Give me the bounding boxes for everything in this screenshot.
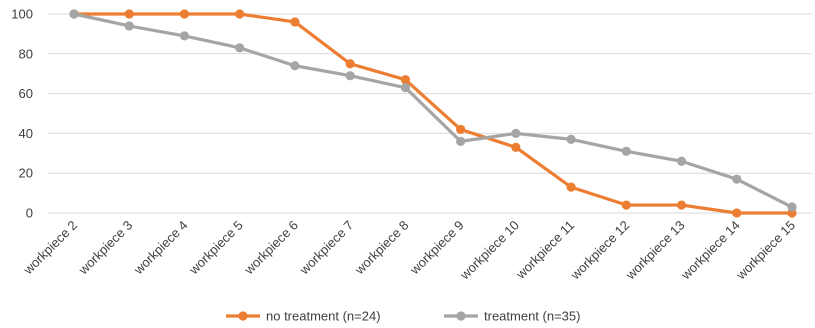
x-tick-label: workpiece 15 <box>733 218 798 283</box>
legend-label: treatment (n=35) <box>484 309 580 324</box>
data-point <box>787 202 797 212</box>
data-point <box>124 9 134 19</box>
legend-label: no treatment (n=24) <box>266 309 381 324</box>
y-tick-label: 40 <box>19 126 33 141</box>
data-point <box>456 124 466 135</box>
y-tick-label: 100 <box>11 7 33 22</box>
data-point <box>732 208 742 218</box>
data-point <box>732 174 742 184</box>
data-point <box>235 43 245 53</box>
x-tick-label: workpiece 10 <box>456 218 521 283</box>
y-tick-label: 0 <box>26 206 33 221</box>
data-point <box>566 134 576 144</box>
data-point <box>566 182 576 192</box>
data-point <box>400 75 410 85</box>
series-lines <box>69 9 797 218</box>
data-point <box>511 142 521 152</box>
data-point <box>235 9 245 19</box>
data-point <box>345 59 355 69</box>
x-tick-label: workpiece 7 <box>296 218 356 278</box>
y-tick-label: 20 <box>19 166 33 181</box>
series-line-1 <box>72 12 794 215</box>
data-point <box>124 21 134 31</box>
x-tick-label: workpiece 8 <box>351 218 411 278</box>
legend-swatch-marker <box>238 311 248 321</box>
x-tick-label: workpiece 2 <box>20 218 80 278</box>
series-line-2 <box>72 12 794 209</box>
x-tick-label: workpiece 4 <box>130 218 190 278</box>
data-point <box>345 71 355 81</box>
data-point <box>621 146 631 156</box>
x-tick-label: workpiece 5 <box>185 218 245 278</box>
x-tick-label: workpiece 13 <box>622 218 687 283</box>
data-point <box>290 17 300 27</box>
x-tick-label: workpiece 6 <box>241 218 301 278</box>
y-tick-label: 60 <box>19 86 33 101</box>
data-point <box>676 156 687 166</box>
data-point <box>400 83 410 93</box>
data-point <box>676 200 687 210</box>
y-axis-tick-labels: 0 20 40 60 80 100 <box>11 7 33 221</box>
data-point <box>69 9 79 19</box>
data-point <box>456 136 466 146</box>
x-tick-label: workpiece 14 <box>677 218 742 283</box>
data-point <box>290 61 300 71</box>
x-tick-label: workpiece 3 <box>75 218 135 278</box>
legend-swatch-marker <box>456 311 466 321</box>
data-point <box>179 9 190 19</box>
legend: no treatment (n=24) treatment (n=35) <box>226 309 580 324</box>
x-tick-label: workpiece 9 <box>406 218 466 278</box>
y-tick-label: 80 <box>19 46 33 61</box>
data-point <box>621 200 631 210</box>
data-point <box>179 31 190 41</box>
data-point <box>511 128 521 138</box>
x-tick-label: workpiece 12 <box>567 218 632 283</box>
